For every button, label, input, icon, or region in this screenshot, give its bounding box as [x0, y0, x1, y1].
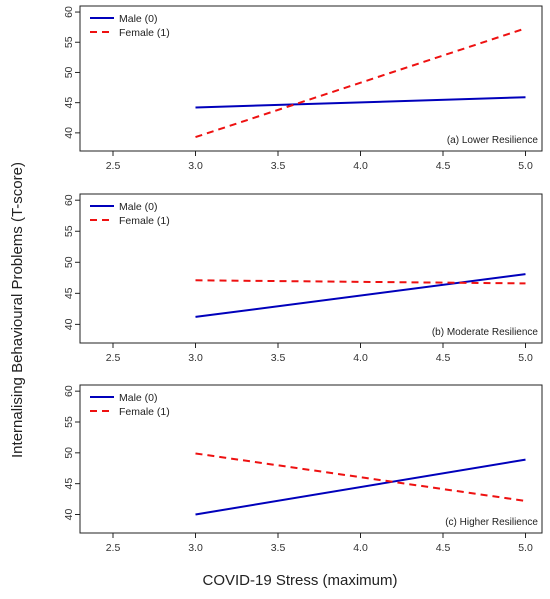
chart-panels: 2.5 3.0 3.5 4.0 4.5 5.0 40 45 50 55 60 Male (0) Fema…	[63, 5, 543, 554]
y-tick-label: 45	[63, 97, 75, 109]
male-series-line	[195, 458, 526, 516]
y-tick-label: 55	[63, 416, 75, 428]
y-tick-label: 60	[63, 385, 75, 397]
legend-label-male: Male (0)	[119, 201, 158, 213]
x-tick-label: 2.5	[106, 542, 121, 554]
y-tick-label: 50	[63, 256, 75, 268]
y-tick-label: 45	[63, 478, 75, 490]
x-tick-label: 3.0	[188, 542, 203, 554]
panel-3: 2.5 3.0 3.5 4.0 4.5 5.0 40 45 50 55 60 Male (0) Fema…	[63, 384, 543, 554]
x-axis-title: COVID-19 Stress (maximum)	[202, 572, 397, 589]
y-tick-label: 55	[63, 36, 75, 48]
x-tick-label: 3.5	[271, 542, 286, 554]
male-series-line	[195, 273, 526, 318]
y-tick-label: 45	[63, 287, 75, 299]
y-tick-label: 55	[63, 225, 75, 237]
x-tick-label: 4.0	[353, 542, 368, 554]
x-tick-label: 5.0	[518, 160, 533, 172]
x-tick-label: 5.0	[518, 542, 533, 554]
x-tick-label: 4.0	[353, 352, 368, 364]
x-tick-label: 4.0	[353, 160, 368, 172]
y-tick-label: 40	[63, 509, 75, 521]
y-tick-label: 40	[63, 318, 75, 330]
x-tick-label: 3.0	[188, 352, 203, 364]
x-tick-label: 4.5	[436, 352, 451, 364]
x-tick-label: 4.5	[436, 542, 451, 554]
male-series-line	[195, 96, 526, 109]
plot-frame	[79, 384, 543, 534]
x-tick-label: 2.5	[106, 352, 121, 364]
x-tick-label: 3.0	[188, 160, 203, 172]
plot-frame	[79, 5, 543, 152]
panel-1: 2.5 3.0 3.5 4.0 4.5 5.0 40 45 50 55 60 Male (0) Fema…	[63, 5, 543, 172]
x-tick-label: 4.5	[436, 160, 451, 172]
plot-frame	[79, 193, 543, 344]
panel-label: (c) Higher Resilience	[445, 517, 538, 528]
y-axis-title: Internalising Behavioural Problems (T-sc…	[9, 162, 26, 458]
legend-label-female: Female (1)	[119, 27, 170, 39]
female-series-line	[195, 452, 526, 502]
y-tick-label: 40	[63, 127, 75, 139]
panel-label: (a) Lower Resilience	[447, 135, 539, 146]
x-tick-label: 3.5	[271, 352, 286, 364]
legend-label-female: Female (1)	[119, 215, 170, 227]
y-tick-label: 60	[63, 194, 75, 206]
y-tick-label: 50	[63, 66, 75, 78]
panel-label: (b) Moderate Resilience	[432, 327, 539, 338]
x-tick-label: 3.5	[271, 160, 286, 172]
legend-label-male: Male (0)	[119, 13, 158, 25]
x-tick-label: 5.0	[518, 352, 533, 364]
x-tick-label: 2.5	[106, 160, 121, 172]
legend-label-male: Male (0)	[119, 392, 158, 404]
female-series-line	[195, 27, 526, 139]
legend-label-female: Female (1)	[119, 406, 170, 418]
panel-2: 2.5 3.0 3.5 4.0 4.5 5.0 40 45 50 55 60 Male (0) Fema…	[63, 193, 543, 364]
y-tick-label: 60	[63, 6, 75, 18]
y-tick-label: 50	[63, 447, 75, 459]
